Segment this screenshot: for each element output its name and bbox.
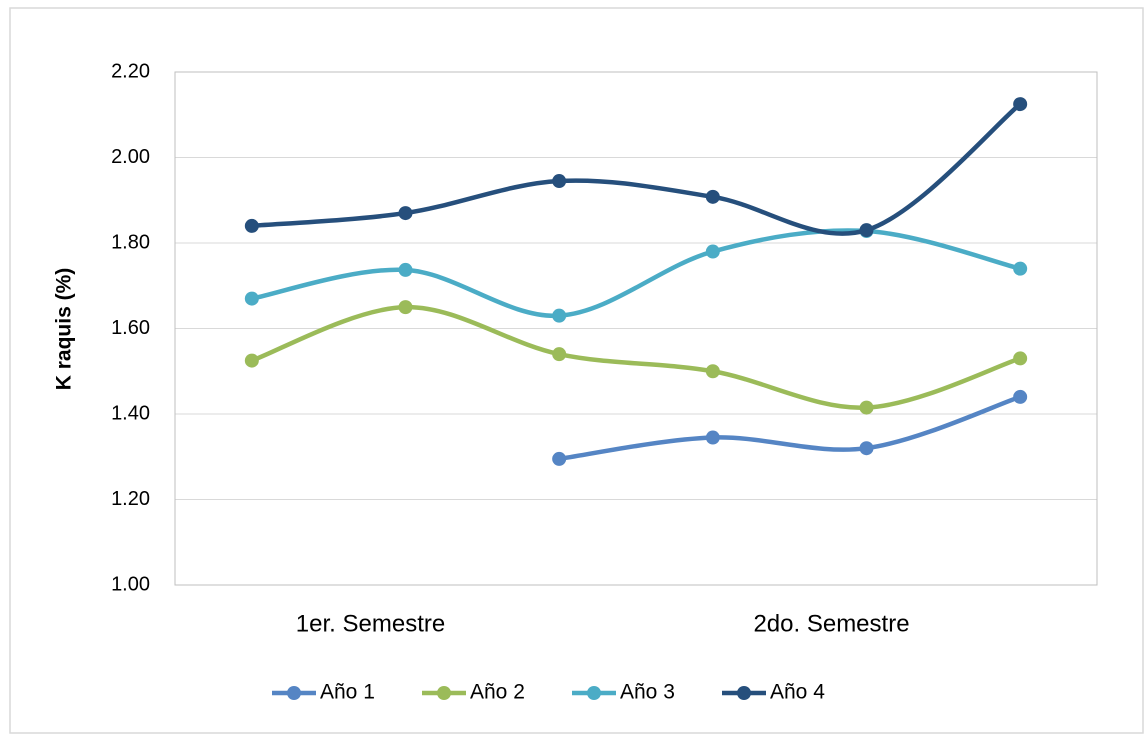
legend-marker	[737, 686, 751, 700]
data-point	[244, 218, 259, 233]
data-point	[1013, 389, 1028, 404]
chart-border	[9, 7, 1144, 734]
data-point	[859, 223, 874, 238]
data-point	[552, 174, 567, 189]
data-point	[398, 300, 413, 315]
data-point	[859, 441, 874, 456]
data-point	[398, 262, 413, 277]
series-line	[249, 101, 1023, 236]
x-tick-label: 2do. Semestre	[753, 610, 909, 637]
data-point	[244, 291, 259, 306]
data-point	[705, 189, 720, 204]
plot-area	[174, 71, 1098, 586]
y-tick-label: 1.00	[111, 573, 150, 595]
y-tick-label: 1.80	[111, 231, 150, 253]
data-point	[552, 347, 567, 362]
legend-label: Año 3	[620, 681, 675, 704]
y-axis-title: K raquis (%)	[53, 268, 76, 391]
data-point	[705, 364, 720, 379]
legend-label: Año 1	[320, 681, 375, 704]
series-line	[249, 304, 1023, 410]
data-point	[552, 308, 567, 323]
y-tick-label: 2.00	[111, 146, 150, 168]
legend-marker	[587, 686, 601, 700]
data-point	[244, 353, 259, 368]
legend-label: Año 2	[470, 681, 525, 704]
data-point	[552, 451, 567, 466]
data-point	[1013, 97, 1028, 112]
legend-marker	[287, 686, 301, 700]
data-point	[705, 244, 720, 259]
data-point	[398, 206, 413, 221]
legend-marker	[437, 686, 451, 700]
series-line	[556, 394, 1023, 462]
x-tick-label: 1er. Semestre	[296, 610, 445, 637]
y-tick-label: 1.40	[111, 402, 150, 424]
data-point	[1013, 261, 1028, 276]
y-tick-label: 1.60	[111, 317, 150, 339]
data-point	[859, 400, 874, 415]
y-tick-label: 1.20	[111, 488, 150, 510]
y-tick-label: 2.20	[111, 60, 150, 82]
data-point	[705, 430, 720, 445]
data-point	[1013, 351, 1028, 366]
series-line	[249, 228, 1023, 318]
legend-label: Año 4	[770, 681, 825, 704]
